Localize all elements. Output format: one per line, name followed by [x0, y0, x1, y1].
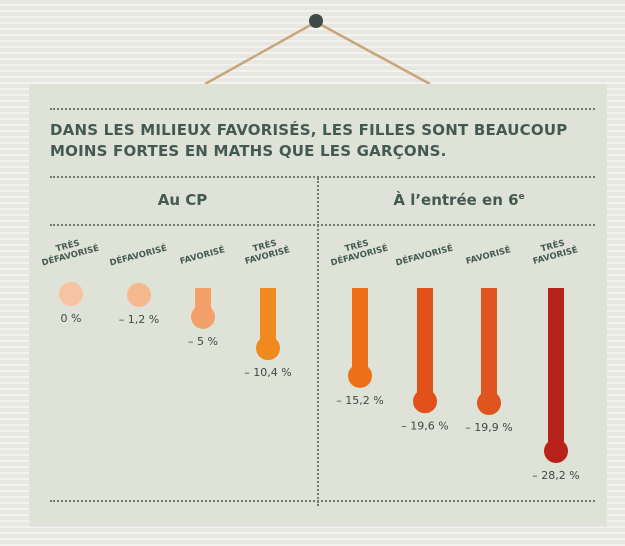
- bar-bulb-0-2: [191, 304, 215, 329]
- category-label-0-2: FAVORISÉ: [178, 243, 226, 267]
- section-title-6e-text: À l’entrée en 6: [393, 191, 519, 209]
- bar-bulb-1-0: [348, 363, 372, 388]
- divider-below-title: [50, 176, 595, 178]
- value-label-0-3: – 10,4 %: [244, 366, 291, 379]
- category-label-0-1: DÉFAVORISÉ: [108, 242, 168, 269]
- bar-stem-0-3: [260, 288, 276, 349]
- value-label-1-0: – 15,2 %: [336, 394, 383, 407]
- bar-bulb-0-3: [256, 336, 280, 361]
- category-label-word: DÉFAVORISÉ: [394, 242, 454, 269]
- category-label-word: DÉFAVORISÉ: [108, 242, 168, 269]
- divider-top: [50, 108, 595, 110]
- category-label-word: FAVORISÉ: [464, 243, 512, 267]
- value-label-1-2: – 19,9 %: [465, 421, 512, 434]
- bar-bulb-0-0: [59, 282, 83, 306]
- section-title-cp-text: Au CP: [157, 191, 208, 209]
- divider-below-sections: [50, 224, 595, 226]
- section-title-cp: Au CP: [50, 191, 315, 209]
- section-title-6e: À l’entrée en 6e: [321, 191, 597, 209]
- category-label-word: FAVORISÉ: [178, 243, 226, 267]
- nail-icon: [309, 14, 323, 28]
- bar-stem-1-1: [417, 288, 433, 402]
- bar-bulb-1-3: [544, 438, 568, 463]
- category-label-1-1: DÉFAVORISÉ: [394, 242, 454, 269]
- value-label-1-1: – 19,6 %: [401, 419, 448, 432]
- value-label-0-1: – 1,2 %: [119, 313, 159, 326]
- divider-vertical: [317, 178, 319, 506]
- bar-bulb-1-1: [413, 389, 437, 414]
- chart-title: DANS LES MILIEUX FAVORISÉS, LES FILLES S…: [50, 121, 568, 160]
- bar-stem-1-2: [481, 288, 497, 404]
- chart-board: DANS LES MILIEUX FAVORISÉS, LES FILLES S…: [29, 84, 607, 526]
- divider-bottom: [50, 500, 595, 502]
- hanging-string: [204, 20, 431, 86]
- bar-stem-1-0: [352, 288, 368, 376]
- category-label-1-2: FAVORISÉ: [464, 243, 512, 267]
- bar-stem-1-3: [548, 288, 564, 451]
- value-label-0-0: 0 %: [61, 312, 82, 325]
- bar-bulb-0-1: [127, 282, 151, 307]
- value-label-1-3: – 28,2 %: [532, 469, 579, 482]
- section-title-6e-sup: e: [518, 192, 525, 202]
- bar-bulb-1-2: [477, 391, 501, 416]
- value-label-0-2: – 5 %: [188, 335, 218, 348]
